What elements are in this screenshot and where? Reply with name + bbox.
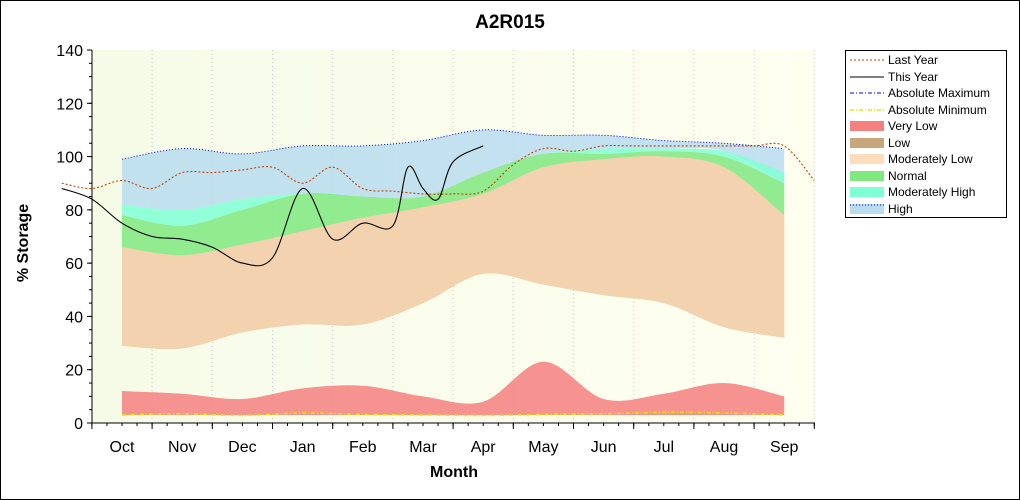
legend-item: Last Year bbox=[846, 52, 1006, 68]
legend-label: Absolute Minimum bbox=[888, 102, 987, 117]
x-tick-label: Jul bbox=[654, 439, 674, 456]
y-tick-label: 100 bbox=[56, 150, 83, 167]
x-tick-label: Aug bbox=[710, 439, 738, 456]
legend-item: Low bbox=[846, 135, 1006, 151]
x-tick-label: Nov bbox=[168, 439, 196, 456]
legend-swatch bbox=[850, 121, 884, 131]
series-last-year bbox=[61, 142, 815, 195]
legend-swatch bbox=[850, 187, 884, 197]
x-tick-label: Feb bbox=[349, 439, 377, 456]
legend-label: This Year bbox=[888, 69, 939, 84]
y-tick-label: 60 bbox=[65, 256, 83, 273]
legend-label: Low bbox=[888, 135, 911, 150]
x-tick-label: Apr bbox=[471, 439, 497, 456]
legend-item: Absolute Maximum bbox=[846, 85, 1006, 101]
band-very-low bbox=[122, 361, 785, 415]
legend-label: Absolute Maximum bbox=[888, 86, 991, 100]
x-tick-label: Mar bbox=[409, 439, 437, 456]
legend-label: Very Low bbox=[888, 119, 938, 133]
legend-label: Last Year bbox=[888, 53, 939, 67]
band-normal bbox=[122, 151, 785, 256]
absolute-maximum-line bbox=[121, 129, 785, 160]
band-moderately-low bbox=[122, 156, 785, 350]
legend-swatch bbox=[850, 170, 884, 181]
x-tick-label: Jun bbox=[591, 439, 617, 456]
x-tick-label: Sep bbox=[770, 439, 799, 456]
legend-item: Moderately Low bbox=[846, 151, 1006, 167]
band-moderately-high bbox=[122, 148, 785, 226]
x-tick-label: Dec bbox=[228, 439, 256, 456]
legend-swatch bbox=[850, 203, 884, 214]
y-tick-label: 40 bbox=[65, 309, 83, 326]
legend-swatch bbox=[850, 59, 884, 61]
band-high bbox=[122, 129, 785, 210]
legend-label: Moderately Low bbox=[888, 152, 973, 166]
series-this-year bbox=[61, 145, 484, 267]
legend-label: High bbox=[888, 201, 913, 216]
legend-item: Absolute Minimum bbox=[846, 102, 1006, 118]
x-tick-label: May bbox=[528, 439, 558, 456]
y-tick-label: 140 bbox=[56, 43, 83, 60]
legend-swatch bbox=[850, 137, 884, 148]
legend-label: Normal bbox=[888, 168, 927, 183]
legend-item: Moderately High bbox=[846, 184, 1006, 200]
legend: Last Year This Year Absolute Maximum Absolu… bbox=[845, 50, 1007, 218]
y-tick-label: 120 bbox=[56, 96, 83, 113]
x-axis-label: Month bbox=[430, 464, 478, 481]
y-tick-label: 20 bbox=[65, 363, 83, 380]
legend-swatch bbox=[850, 154, 884, 164]
legend-swatch bbox=[850, 92, 884, 94]
chart-title: A2R015 bbox=[475, 12, 545, 33]
y-tick-label: 80 bbox=[65, 203, 83, 220]
y-tick-label: 0 bbox=[74, 416, 83, 433]
legend-item: This Year bbox=[846, 69, 1006, 85]
legend-label: Moderately High bbox=[888, 185, 976, 199]
legend-swatch bbox=[850, 108, 884, 111]
legend-item: High bbox=[846, 201, 1006, 217]
series-absolute-minimum bbox=[121, 411, 785, 417]
legend-item: Very Low bbox=[846, 118, 1006, 134]
x-tick-label: Oct bbox=[110, 439, 135, 456]
legend-swatch bbox=[850, 76, 884, 77]
legend-item: Normal bbox=[846, 168, 1006, 184]
x-tick-label: Jan bbox=[290, 439, 316, 456]
